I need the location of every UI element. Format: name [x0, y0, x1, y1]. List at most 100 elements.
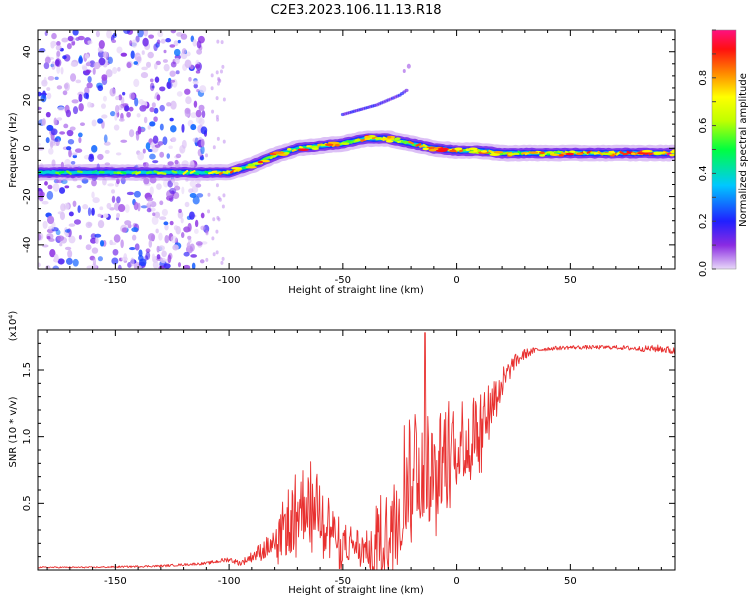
noise-blob: [70, 73, 77, 82]
noise-blob: [159, 104, 165, 112]
ridge-segment: [266, 155, 273, 159]
ridge-hotspot: [545, 151, 555, 154]
noise-blob: [194, 219, 199, 228]
noise-blob: [134, 243, 140, 251]
noise-blob: [212, 252, 216, 257]
noise-blob: [48, 148, 54, 155]
ridge-hotspot: [539, 154, 546, 157]
noise-blob: [83, 92, 89, 99]
ridge-hotspot: [340, 142, 350, 146]
noise-blob: [169, 44, 176, 48]
ridge-hotspot: [364, 135, 371, 139]
noise-blob: [59, 242, 63, 247]
noise-blob: [170, 30, 177, 34]
noise-blob: [176, 91, 183, 97]
noise-blob: [50, 40, 57, 47]
noise-blob: [173, 181, 179, 187]
noise-blob: [158, 232, 163, 241]
noise-blob: [165, 38, 172, 43]
noise-blob: [188, 76, 192, 82]
noise-blob: [159, 200, 164, 206]
noise-blob: [64, 229, 71, 233]
noise-blob: [117, 104, 124, 111]
noise-blob: [67, 35, 74, 42]
noise-blob: [200, 145, 205, 155]
colorbar-label: Normalized spectral amplitude: [738, 73, 749, 227]
noise-blob: [147, 200, 152, 205]
noise-blob: [131, 39, 138, 48]
ridge-hotspot: [539, 151, 545, 155]
noise-blob: [159, 151, 165, 158]
noise-blob: [207, 209, 211, 214]
noise-blob: [217, 78, 221, 83]
noise-blob: [175, 70, 180, 75]
noise-blob: [102, 95, 107, 102]
noise-blob: [188, 188, 194, 194]
ridge-hotspot: [283, 152, 290, 155]
x-tick-label: -100: [218, 275, 241, 286]
noise-blob: [216, 39, 220, 44]
noise-blob: [42, 220, 48, 229]
noise-blob: [129, 40, 133, 47]
noise-blob: [199, 259, 205, 264]
ridge-segment: [178, 170, 185, 175]
ridge-segment: [626, 150, 633, 155]
noise-blob: [215, 183, 219, 188]
ridge-hotspot: [245, 165, 257, 169]
y-tick-label: 1.5: [22, 362, 33, 378]
noise-blob: [149, 153, 156, 160]
noise-blob: [69, 126, 76, 131]
noise-blob: [191, 262, 196, 269]
ridge-segment: [298, 145, 305, 150]
noise-blob: [170, 125, 177, 133]
noise-blob: [70, 61, 78, 67]
x-tick-label: 50: [564, 275, 577, 286]
colorbar-tick-label: 0.2: [698, 213, 709, 229]
noise-blob: [78, 103, 84, 112]
noise-blob: [200, 225, 206, 231]
noise-blob: [166, 102, 172, 107]
ridge-segment: [400, 140, 407, 145]
noise-blob: [78, 93, 83, 103]
ridge-hotspot: [257, 160, 263, 164]
x-tick-label: -150: [104, 275, 127, 286]
noise-blob: [115, 152, 122, 156]
spectrogram-frame: [37, 29, 676, 270]
noise-blob: [142, 37, 149, 47]
noise-blob: [149, 186, 154, 196]
noise-blob: [140, 205, 148, 209]
ridge-hotspot: [385, 140, 394, 143]
noise-blob: [98, 40, 105, 49]
ridge-segment: [291, 148, 298, 152]
noise-blob: [88, 154, 95, 162]
noise-blob: [205, 153, 209, 158]
noise-blob: [43, 76, 47, 84]
ridge-segment: [135, 171, 142, 175]
noise-blob: [77, 132, 83, 138]
noise-blob: [153, 107, 159, 114]
noise-blob: [77, 35, 85, 41]
chart-title: C2E3.2023.106.11.13.R18: [270, 3, 441, 18]
noise-blob: [211, 109, 215, 114]
noise-blob: [177, 210, 184, 219]
noise-blob: [192, 80, 199, 85]
ridge-segment: [673, 152, 675, 155]
noise-blob: [135, 132, 140, 141]
ridge-segment: [419, 144, 425, 148]
noise-blob: [205, 231, 209, 236]
spectrogram-x-label: Height of straight line (km): [288, 285, 424, 296]
noise-blob: [190, 112, 197, 119]
spectrogram-y-axis: -40 -20 0 20 40: [22, 39, 675, 270]
ridge-hotspot: [272, 151, 285, 154]
colorbar-tick-label: 0.8: [698, 70, 709, 86]
noise-blob: [84, 53, 90, 59]
ridge-segment: [193, 172, 200, 175]
noise-blob: [138, 265, 142, 269]
noise-blob: [86, 265, 94, 269]
noise-blob: [105, 69, 113, 78]
noise-blob: [57, 258, 65, 265]
noise-blob: [167, 254, 172, 264]
noise-blob: [120, 139, 128, 143]
noise-blob: [170, 100, 177, 110]
noise-blob: [137, 30, 144, 38]
